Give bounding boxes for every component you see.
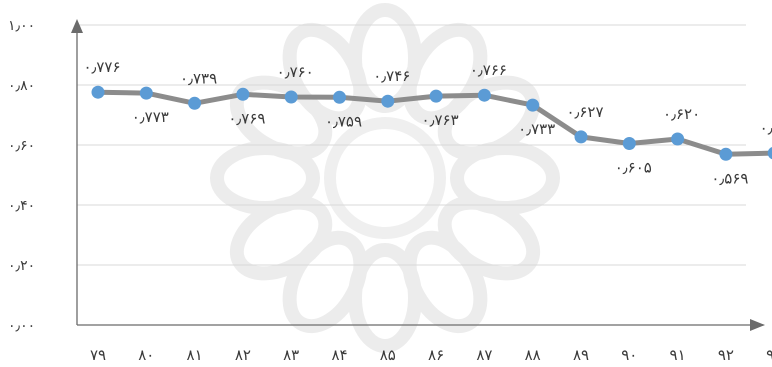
y-tick-label: ۰٫۶۰ [8,138,35,154]
x-tick-label: ۸۳ [283,346,299,364]
watermark-center [324,117,446,239]
x-tick-label: ۸۹ [573,346,589,364]
watermark-logo [210,3,560,353]
y-tick-label: ۰٫۸۰ [8,78,35,94]
x-tick-label: ۹۱ [670,346,686,364]
data-label: ۰٫۷۷۶ [83,58,120,76]
y-tick-label: ۰٫۴۰ [8,198,35,214]
y-tick-label: ۰٫۰۰ [8,318,35,334]
data-label: ۰٫۷۳۹ [180,69,217,87]
x-tick-label: ۹۳ [766,346,772,364]
data-point [671,132,685,146]
watermark-petal [437,75,541,161]
data-point [526,98,540,112]
data-point [767,146,772,160]
data-point [333,90,346,104]
x-tick-labels: ۷۹ ۸۰ ۸۱ ۸۲ ۸۳ ۸۴ ۸۵ ۸۶ ۸۷ ۸۸ ۸۹ ۹۰ ۹۱ ۹۲ ۹۳ [90,346,772,364]
x-tick-label: ۸۰ [138,346,154,364]
data-point [381,94,395,108]
axes [71,19,765,331]
data-point [139,86,153,100]
x-tick-label: ۸۱ [187,346,203,364]
data-label: ۰٫۷۶۰ [277,63,314,81]
data-labels: ۰٫۷۷۶ ۰٫۷۷۳ ۰٫۷۳۹ ۰٫۷۶۹ ۰٫۷۶۰ ۰٫۷۵۹ ۰٫۷۴۶ ۰٫۷۶۳… [83,58,772,187]
data-point [622,137,636,150]
data-point [284,90,298,104]
data-point [429,89,443,103]
x-tick-label: ۸۲ [235,346,251,364]
x-tick-label: ۸۷ [476,346,492,364]
data-label: ۰٫۶۲۷ [566,103,603,121]
data-point [719,147,733,161]
series [91,85,772,161]
data-label: ۰٫۷۷۳ [132,108,169,126]
data-label: ۰٫۷۳۳ [518,120,555,138]
data-point [91,85,105,99]
data-label: ۰٫۶۰۵ [615,159,652,177]
x-tick-label: ۸۵ [380,346,396,364]
x-tick-label: ۸۸ [525,346,541,364]
y-tick-label: ۰٫۲۰ [8,258,35,274]
data-point [188,96,202,110]
data-label: ۰٫۷۶۶ [470,61,507,79]
x-tick-label: ۷۹ [90,346,106,364]
y-axis-arrow [71,19,83,33]
data-label: ۰٫۵۷۳ [760,119,772,137]
data-label: ۰٫۶۲۰ [663,105,700,123]
data-label: ۰٫۷۴۶ [373,67,410,85]
data-point [477,88,491,102]
x-tick-label: ۹۲ [718,346,734,364]
x-axis-arrow [750,319,765,331]
x-tick-label: ۸۶ [428,346,444,364]
data-label: ۰٫۷۶۳ [422,111,459,129]
y-tick-label: ۱٫۰۰ [8,18,35,34]
data-point [236,87,250,101]
x-tick-label: ۹۰ [621,346,637,364]
x-tick-label: ۸۴ [331,346,347,364]
data-label: ۰٫۷۶۹ [228,109,265,127]
data-label: ۰٫۷۵۹ [325,112,362,130]
data-label: ۰٫۵۶۹ [711,169,748,187]
y-tick-labels: ۰٫۰۰ ۰٫۲۰ ۰٫۴۰ ۰٫۶۰ ۰٫۸۰ ۱٫۰۰ [8,18,35,334]
data-point [574,130,588,144]
